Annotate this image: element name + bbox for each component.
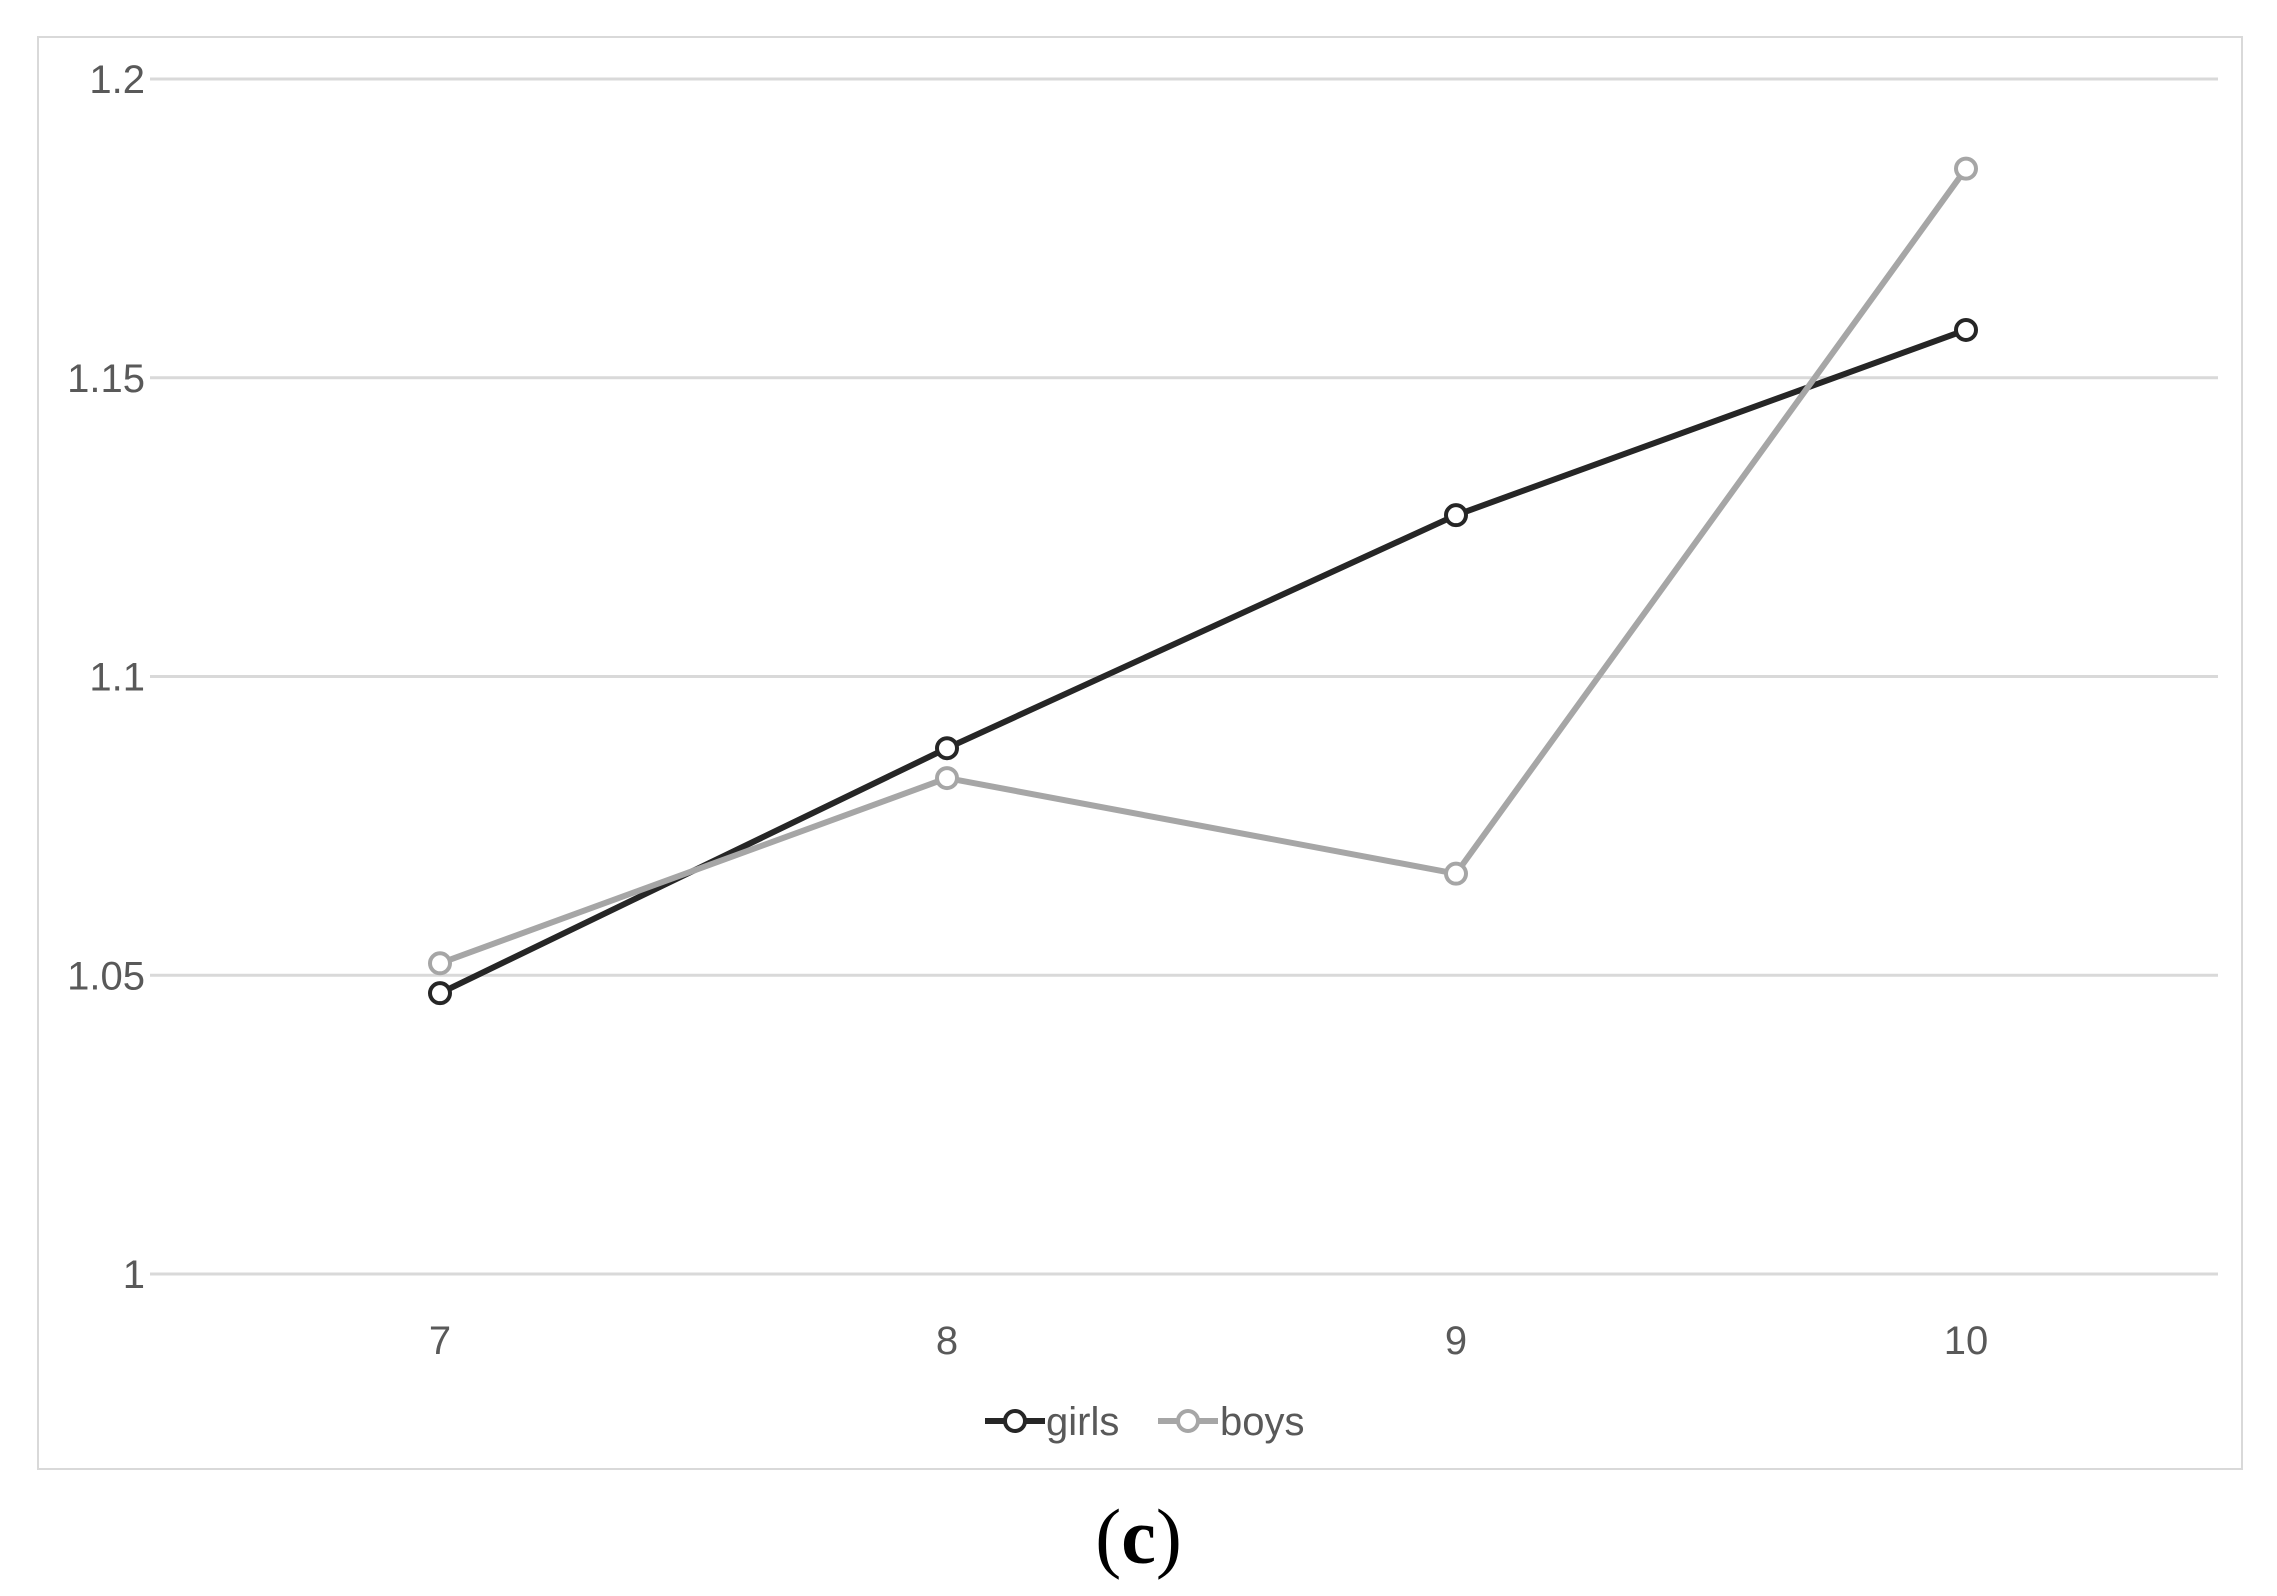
y-tick-label: 1 xyxy=(123,1253,145,1297)
x-tick-label: 7 xyxy=(429,1319,451,1363)
chart-frame xyxy=(37,36,2243,1470)
data-point-girls xyxy=(428,981,452,1006)
data-point-girls xyxy=(1954,317,1978,342)
line-chart: 1 1.05 1.1 1.15 1.2 7 8 9 10 girls boys xyxy=(67,58,2218,1444)
legend-label-boys: boys xyxy=(1220,1400,1305,1444)
series-line-girls xyxy=(438,327,1968,996)
y-tick-label: 1.15 xyxy=(67,357,145,401)
x-tick-label: 10 xyxy=(1944,1319,1989,1363)
y-tick-label: 1.05 xyxy=(67,954,145,998)
x-tick-label: 8 xyxy=(936,1319,958,1363)
panel-caption: (c) xyxy=(0,1492,2277,1582)
data-point-girls xyxy=(1444,503,1468,528)
legend-marker-girls xyxy=(1003,1409,1027,1433)
data-point-boys xyxy=(1444,861,1468,886)
data-point-boys xyxy=(935,766,959,791)
y-tick-label: 1.2 xyxy=(89,58,145,102)
data-point-boys xyxy=(428,951,452,976)
caption-open-paren: ( xyxy=(1095,1493,1122,1580)
legend-marker-boys xyxy=(1176,1409,1200,1433)
x-tick-label: 9 xyxy=(1445,1319,1467,1363)
series-line-boys xyxy=(438,166,1969,967)
data-point-boys xyxy=(1954,156,1978,181)
data-point-girls xyxy=(935,736,959,761)
y-tick-label: 1.1 xyxy=(89,656,145,700)
caption-letter: c xyxy=(1121,1493,1156,1580)
caption-close-paren: ) xyxy=(1155,1493,1182,1580)
legend-label-girls: girls xyxy=(1046,1400,1119,1444)
